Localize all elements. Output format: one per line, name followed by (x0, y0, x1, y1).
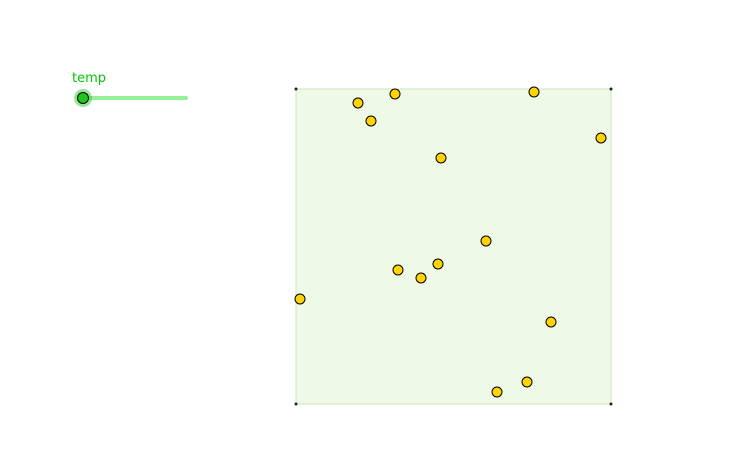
container-box (294, 87, 613, 406)
particle[interactable] (294, 293, 306, 305)
particle[interactable] (352, 97, 364, 109)
particle[interactable] (528, 86, 540, 98)
particle[interactable] (392, 264, 404, 276)
particle[interactable] (389, 88, 401, 100)
slider-label: temp (72, 71, 106, 86)
slider-knob[interactable] (77, 92, 89, 104)
temp-slider[interactable]: temp (72, 71, 188, 107)
particle[interactable] (435, 152, 447, 164)
particle[interactable] (432, 258, 444, 270)
corner-point-top-left[interactable] (294, 87, 298, 91)
particle[interactable] (595, 132, 607, 144)
particle[interactable] (365, 115, 377, 127)
corner-point-bottom-left[interactable] (294, 402, 298, 406)
particle[interactable] (415, 272, 427, 284)
container-box-area (295, 88, 612, 405)
particle[interactable] (545, 316, 557, 328)
particle[interactable] (480, 235, 492, 247)
corner-point-bottom-right[interactable] (609, 402, 613, 406)
corner-point-top-right[interactable] (609, 87, 613, 91)
particle[interactable] (491, 386, 503, 398)
particle[interactable] (521, 376, 533, 388)
particles (294, 86, 607, 398)
